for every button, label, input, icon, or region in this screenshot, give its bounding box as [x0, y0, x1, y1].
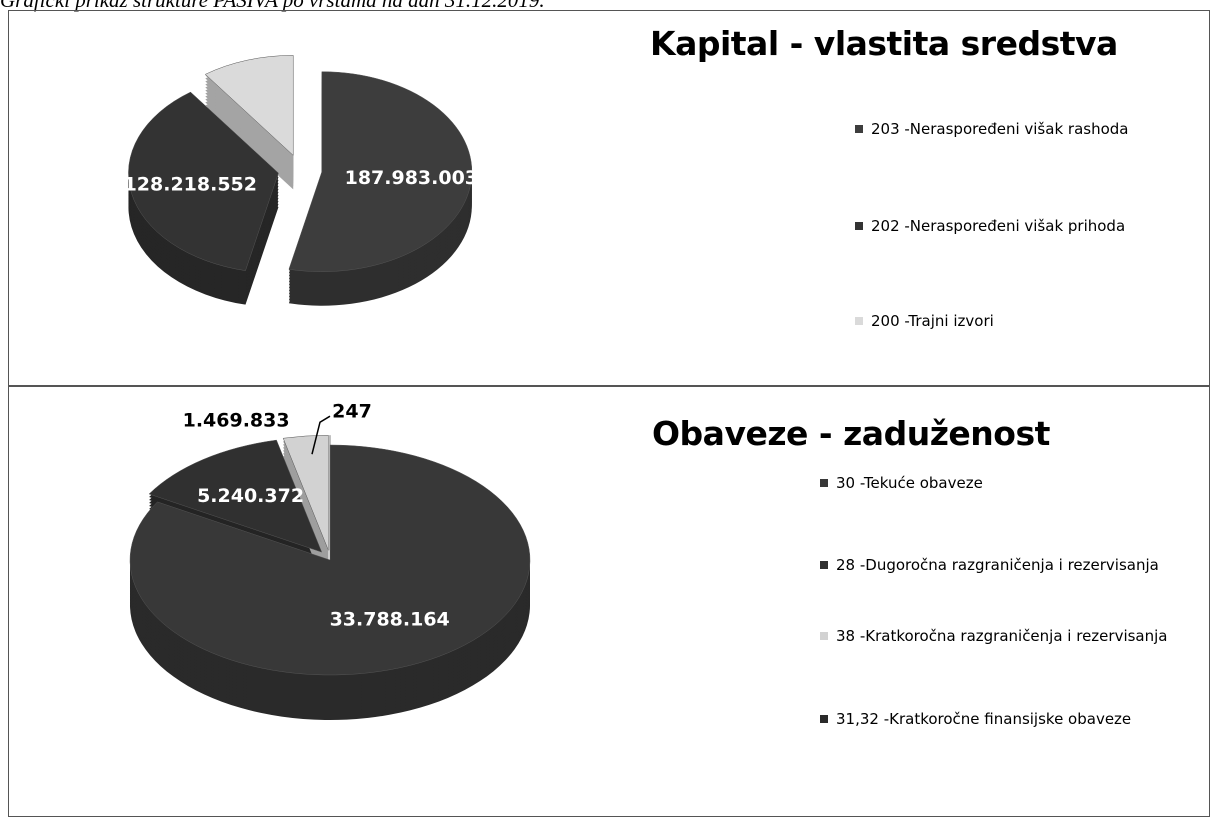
legend-marker — [820, 479, 828, 487]
legend-marker — [855, 222, 863, 230]
legend-label: 200 -Trajni izvori — [871, 310, 994, 332]
legend-item: 30 -Tekuće obaveze — [820, 472, 1180, 494]
legend-item: 200 -Trajni izvori — [855, 310, 1214, 332]
chart-title: Kapital - vlastita sredstva — [650, 24, 1118, 63]
data-label: 247 — [332, 401, 372, 423]
legend-marker — [855, 125, 863, 133]
legend-item: 31,32 -Kratkoročne finansijske obaveze — [820, 708, 1180, 730]
legend-marker — [820, 632, 828, 640]
legend-item: 28 -Dugoročna razgraničenja i rezervisan… — [820, 554, 1180, 576]
data-label: 1.469.833 — [183, 410, 290, 432]
legend-label: 38 -Kratkoročna razgraničenja i rezervis… — [836, 625, 1168, 647]
legend-marker — [820, 715, 828, 723]
legend-label: 202 -Neraspoređeni višak prihoda — [871, 215, 1125, 237]
data-label: 128.218.552 — [124, 174, 257, 196]
data-label: 187.983.003 — [345, 167, 478, 189]
data-label: 5.240.372 — [197, 485, 304, 507]
legend-item: 202 -Neraspoređeni višak prihoda — [855, 215, 1214, 237]
data-label: 33.788.164 — [330, 608, 450, 630]
legend-marker — [820, 561, 828, 569]
legend-label: 31,32 -Kratkoročne finansijske obaveze — [836, 708, 1131, 730]
legend-label: 203 -Neraspoređeni višak rashoda — [871, 118, 1128, 140]
legend-label: 28 -Dugoročna razgraničenja i rezervisan… — [836, 554, 1159, 576]
legend-item: 38 -Kratkoročna razgraničenja i rezervis… — [820, 625, 1180, 647]
legend-item: 203 -Neraspoređeni višak rashoda — [855, 118, 1214, 140]
legend-marker — [855, 317, 863, 325]
legend-label: 30 -Tekuće obaveze — [836, 472, 983, 494]
chart-title: Obaveze - zaduženost — [652, 414, 1050, 453]
